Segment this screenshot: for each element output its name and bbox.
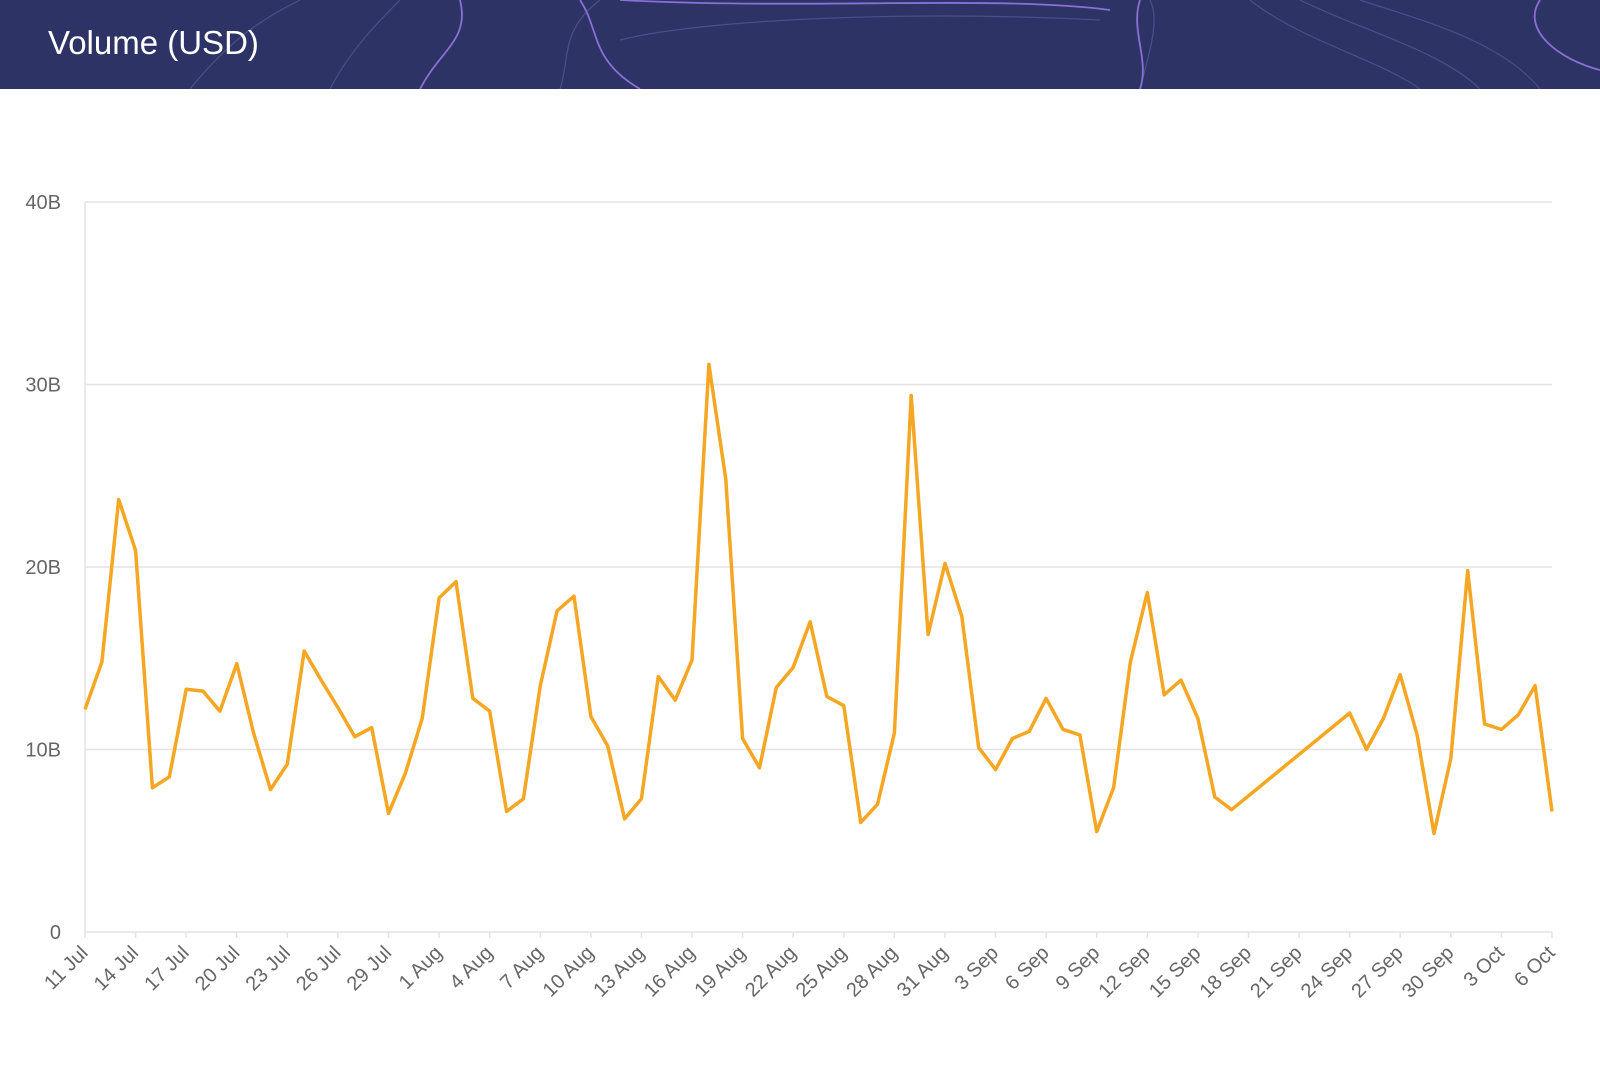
x-tick-label: 3 Sep [951, 942, 1004, 995]
x-tick-label: 4 Aug [445, 942, 497, 994]
x-tick-label: 6 Sep [1001, 942, 1054, 995]
x-tick-label: 13 Aug [589, 942, 649, 1002]
x-tick-label: 30 Sep [1398, 942, 1458, 1002]
x-tick-label: 10 Aug [539, 942, 599, 1002]
x-tick-label: 23 Jul [242, 942, 295, 995]
x-tick-label: 31 Aug [893, 942, 953, 1002]
x-tick-label: 26 Jul [292, 942, 345, 995]
x-tick-label: 6 Oct [1510, 942, 1560, 992]
x-tick-label: 1 Aug [395, 942, 447, 994]
header-decoration [189, 0, 1600, 89]
x-tick-label: 20 Jul [191, 942, 244, 995]
x-tick-label: 17 Jul [140, 942, 193, 995]
y-tick-label: 30B [25, 375, 61, 397]
y-tick-label: 10B [25, 740, 61, 762]
x-tick-label: 21 Sep [1246, 942, 1306, 1002]
x-tick-label: 18 Sep [1196, 942, 1256, 1002]
x-tick-label: 25 Aug [792, 942, 852, 1002]
x-tick-label: 27 Sep [1347, 942, 1407, 1002]
x-tick-label: 22 Aug [741, 942, 801, 1002]
y-tick-label: 40B [25, 192, 61, 214]
x-tick-label: 14 Jul [90, 942, 143, 995]
page-title: Volume (USD) [48, 24, 259, 61]
data-line [83, 362, 1554, 836]
x-tick-label: 28 Aug [842, 942, 902, 1002]
x-tick-label: 29 Jul [343, 942, 396, 995]
x-tick-label: 19 Aug [691, 942, 751, 1002]
x-tick-label: 16 Aug [640, 942, 700, 1002]
x-tick-label: 12 Sep [1094, 942, 1154, 1002]
x-tick-label: 3 Oct [1460, 942, 1510, 992]
x-tick-label: 15 Sep [1145, 942, 1205, 1002]
x-tick-label: 24 Sep [1297, 942, 1357, 1002]
x-tick-label: 11 Jul [40, 942, 92, 994]
header: Volume (USD) [0, 0, 1600, 89]
y-tick-label: 20B [25, 557, 61, 579]
y-tick-label: 0 [50, 922, 61, 944]
